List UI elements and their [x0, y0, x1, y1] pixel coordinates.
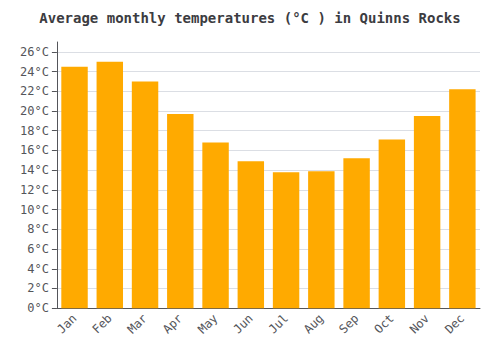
svg-text:20°C: 20°C [20, 104, 49, 118]
svg-text:8°C: 8°C [27, 222, 49, 236]
svg-text:26°C: 26°C [20, 45, 49, 59]
svg-text:22°C: 22°C [20, 84, 49, 98]
svg-text:Aug: Aug [301, 311, 326, 336]
svg-text:Dec: Dec [442, 311, 467, 336]
svg-text:6°C: 6°C [27, 242, 49, 256]
svg-text:14°C: 14°C [20, 163, 49, 177]
svg-text:16°C: 16°C [20, 143, 49, 157]
svg-text:Jul: Jul [266, 311, 291, 336]
svg-text:Apr: Apr [160, 311, 185, 336]
svg-text:May: May [195, 311, 220, 336]
svg-text:Jan: Jan [54, 311, 79, 336]
svg-text:18°C: 18°C [20, 124, 49, 138]
svg-text:Feb: Feb [90, 311, 115, 336]
svg-text:12°C: 12°C [20, 183, 49, 197]
svg-text:Sep: Sep [336, 311, 361, 336]
svg-text:2°C: 2°C [27, 281, 49, 295]
svg-text:24°C: 24°C [20, 65, 49, 79]
svg-text:Jun: Jun [231, 311, 256, 336]
svg-text:4°C: 4°C [27, 262, 49, 276]
svg-text:Mar: Mar [125, 311, 150, 336]
svg-text:Average monthly temperatures (: Average monthly temperatures (°C ) in Qu… [39, 10, 460, 26]
svg-text:Oct: Oct [372, 311, 397, 336]
svg-text:10°C: 10°C [20, 203, 49, 217]
svg-text:0°C: 0°C [27, 301, 49, 315]
svg-text:Nov: Nov [407, 311, 432, 336]
